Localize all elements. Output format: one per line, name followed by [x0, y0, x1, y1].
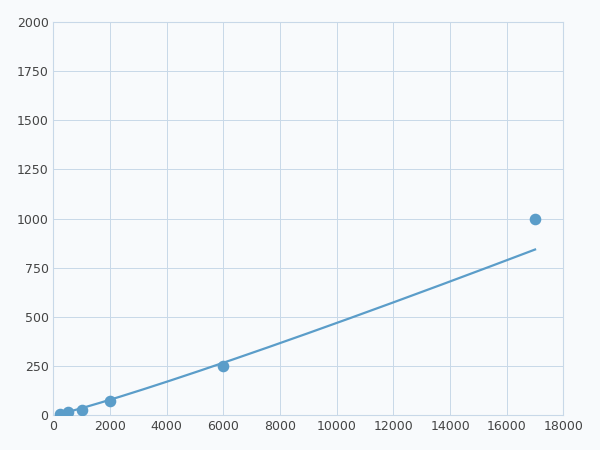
- Point: [218, 363, 228, 370]
- Point: [63, 408, 73, 415]
- Point: [77, 406, 86, 414]
- Point: [105, 397, 115, 404]
- Point: [56, 410, 65, 417]
- Point: [530, 215, 540, 222]
